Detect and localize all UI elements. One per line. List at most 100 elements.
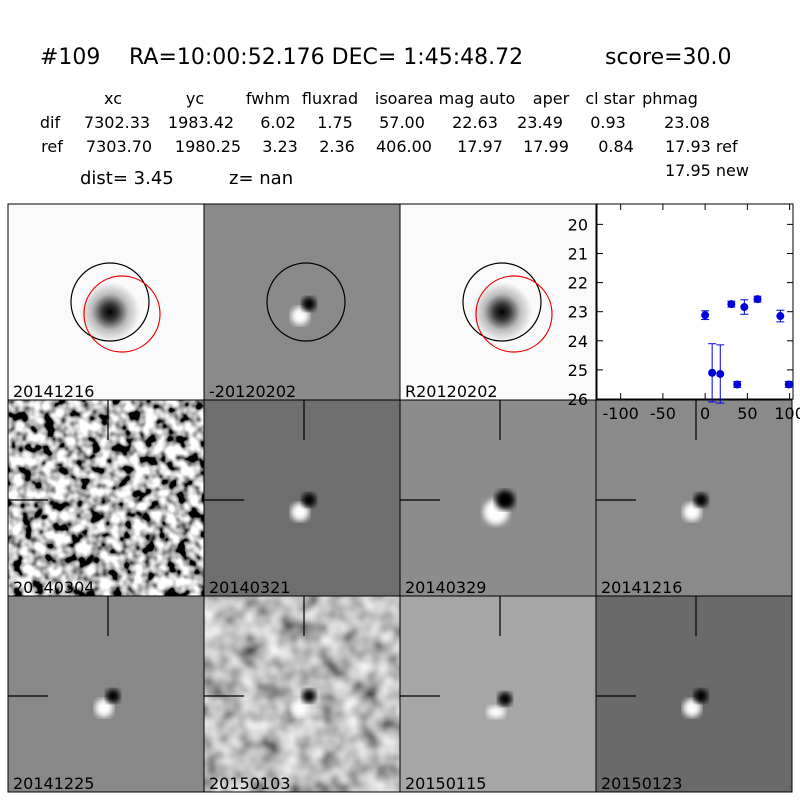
table-cell: 6.02 <box>260 113 296 132</box>
stamp-label: 20141225 <box>13 774 94 793</box>
stamp-image <box>8 400 204 596</box>
dipole-white <box>291 699 309 717</box>
dipole-black <box>694 493 708 507</box>
stamp: 20141225 <box>7 595 205 793</box>
stamp-image <box>8 596 204 792</box>
stamp-label: 20150115 <box>405 774 486 793</box>
table-cell: 1980.25 <box>175 137 241 156</box>
dipole-black <box>302 297 316 311</box>
phmag-new: 17.95 new <box>665 161 749 180</box>
dipole-white <box>683 699 701 717</box>
column-header: phmag <box>642 89 698 108</box>
table-cell: dif <box>40 113 61 132</box>
stamp: 20141216 <box>595 399 793 597</box>
aperture <box>462 262 542 342</box>
stamp-label: 20141216 <box>601 578 682 597</box>
stamp-frame <box>595 595 793 793</box>
x-tick-label: -50 <box>650 404 676 423</box>
dipole-white <box>683 503 701 521</box>
y-tick-label: 25 <box>568 361 588 380</box>
aperture <box>266 262 346 342</box>
column-header: isoarea <box>375 89 433 108</box>
stamp: 20140304 <box>7 399 205 597</box>
table-cell: 406.00 <box>376 137 432 156</box>
stamp: R20120202 <box>399 203 597 401</box>
table-cell: 7303.70 <box>86 137 152 156</box>
y-tick-label: 22 <box>568 274 588 293</box>
point <box>701 311 710 320</box>
stamp: 20150103 <box>203 595 401 793</box>
point <box>708 368 717 377</box>
stamp-label: 20140321 <box>209 578 290 597</box>
column-header: aper <box>533 89 570 108</box>
dist: dist= 3.45 <box>80 168 174 189</box>
plot-area <box>596 203 794 400</box>
point <box>740 303 749 312</box>
table-cell: 0.84 <box>598 137 634 156</box>
table-cell: ref <box>41 137 63 156</box>
stamp: 20150123 <box>595 595 793 793</box>
table-cell: 3.23 <box>262 137 298 156</box>
point <box>733 380 742 389</box>
point <box>753 295 762 304</box>
dipole-black <box>498 692 512 706</box>
stamp-label: 20150103 <box>209 774 290 793</box>
stamp-label: R20120202 <box>405 382 498 401</box>
coordinates: RA=10:00:52.176 DEC= 1:45:48.72 <box>129 45 523 70</box>
dipole-white <box>487 706 505 718</box>
source <box>472 282 532 342</box>
stamp: 20140329 <box>399 399 597 597</box>
score: score=30.0 <box>605 45 732 70</box>
stamp-label: 20140304 <box>13 578 94 597</box>
stamps: 20141216 -20120202 R20120202 20140304 201403… <box>7 203 793 793</box>
dipole-white <box>95 699 113 717</box>
table-cell: 57.00 <box>379 113 425 132</box>
stamp: 20141216 <box>7 203 205 401</box>
stamp-label: -20120202 <box>209 382 296 401</box>
table-cell: 23.08 <box>664 113 710 132</box>
stamp-image <box>400 596 596 792</box>
stamp: 20150115 <box>399 595 597 793</box>
table-cell: 17.93 ref <box>665 137 738 156</box>
candidate-id: #109 <box>40 45 100 70</box>
table-cell: 0.93 <box>590 113 626 132</box>
aperture-ref <box>475 275 553 353</box>
table-cell: 17.99 <box>523 137 569 156</box>
column-header: yc <box>186 89 204 108</box>
table-cell: 17.97 <box>457 137 503 156</box>
dipole-black <box>302 689 316 703</box>
y-tick-label: 20 <box>568 215 588 234</box>
stamp: 20140321 <box>203 399 401 597</box>
dipole-black <box>302 493 316 507</box>
y-tick-label: 21 <box>568 244 588 263</box>
dipole-white <box>291 307 309 325</box>
column-header: xc <box>104 89 122 108</box>
dipole-black <box>694 689 708 703</box>
y-tick-label: 23 <box>568 303 588 322</box>
column-header: cl star <box>585 89 635 108</box>
x-tick-label: 50 <box>737 404 757 423</box>
table-cell: 23.49 <box>517 113 563 132</box>
point <box>784 380 793 389</box>
y-tick-label: 26 <box>568 390 588 409</box>
z: z= nan <box>229 168 293 189</box>
x-tick-label: 100 <box>774 404 800 423</box>
y-tick-label: 24 <box>568 332 588 351</box>
stamp-image <box>204 596 400 792</box>
column-header: fwhm <box>246 89 290 108</box>
stamp-label: 20141216 <box>13 382 94 401</box>
light-curve: 20 21 22 23 24 25 26 -100 -50 0 50 100 <box>568 203 800 423</box>
column-header: fluxrad <box>302 89 358 108</box>
dipole-white <box>291 503 309 521</box>
point <box>716 369 725 378</box>
aperture <box>70 262 150 342</box>
x-tick-label: 0 <box>700 404 710 423</box>
dipole-black <box>106 689 120 703</box>
stamp-image <box>204 400 400 596</box>
source <box>80 282 140 342</box>
stamp-image <box>596 400 792 596</box>
stamp-label: 20140329 <box>405 578 486 597</box>
stamp-label: 20150123 <box>601 774 682 793</box>
